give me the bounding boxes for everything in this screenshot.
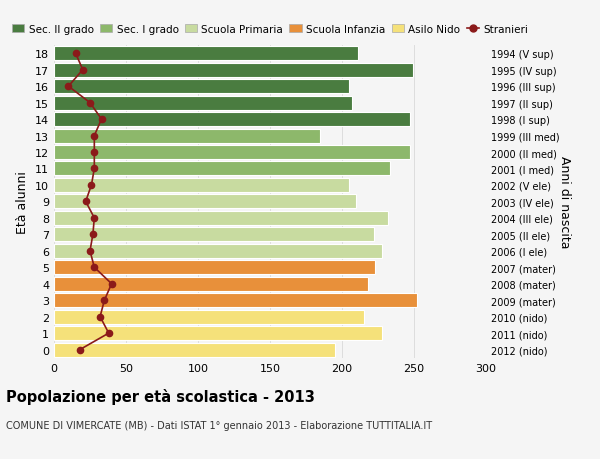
Bar [54,129,320,143]
Bar [54,326,382,341]
Bar [54,80,349,94]
Bar [54,261,375,274]
Bar [54,179,349,192]
Y-axis label: Anni di nascita: Anni di nascita [557,156,571,248]
Bar [54,47,358,61]
Bar [54,96,352,110]
Bar [54,212,388,225]
Bar [54,277,368,291]
Bar [54,244,382,258]
Bar [54,162,389,176]
Bar [54,294,417,308]
Bar [54,63,413,78]
Bar [54,228,374,242]
Y-axis label: Età alunni: Età alunni [16,171,29,233]
Bar [54,146,410,160]
Bar [54,310,364,324]
Text: COMUNE DI VIMERCATE (MB) - Dati ISTAT 1° gennaio 2013 - Elaborazione TUTTITALIA.: COMUNE DI VIMERCATE (MB) - Dati ISTAT 1°… [6,420,432,430]
Bar [54,195,356,209]
Legend: Sec. II grado, Sec. I grado, Scuola Primaria, Scuola Infanzia, Asilo Nido, Stran: Sec. II grado, Sec. I grado, Scuola Prim… [12,24,528,34]
Text: Popolazione per età scolastica - 2013: Popolazione per età scolastica - 2013 [6,388,315,404]
Bar [54,113,410,127]
Bar [54,343,335,357]
